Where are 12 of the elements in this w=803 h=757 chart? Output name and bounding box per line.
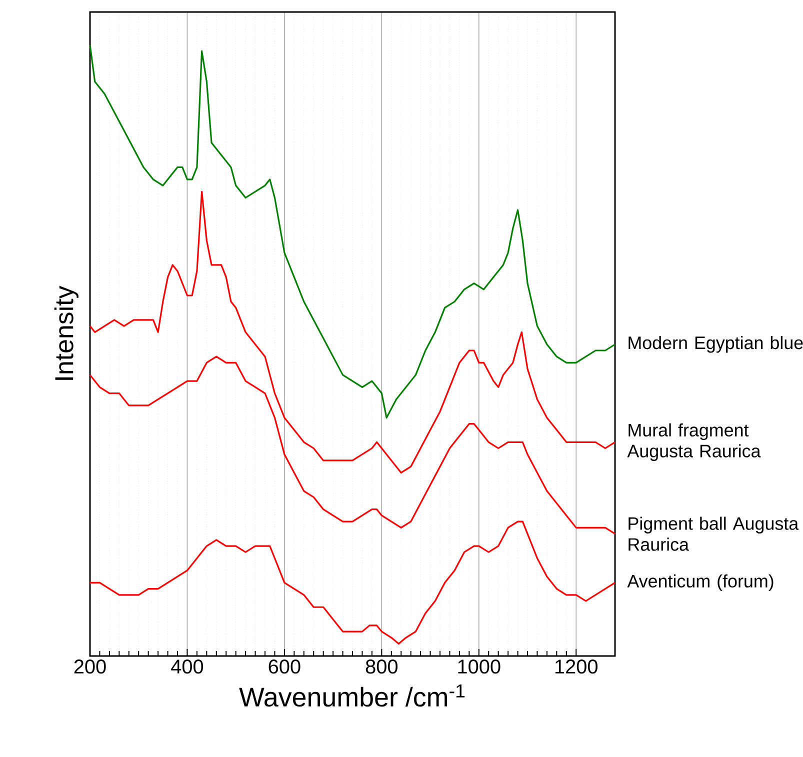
x-tick-label: 200 <box>74 660 106 674</box>
x-tick-label: 400 <box>171 660 204 674</box>
series-label: Aventicum (forum) <box>627 574 774 592</box>
series-label: Mural fragment Augusta Raurica <box>627 423 761 461</box>
series-label: Modern Egyptian blue <box>628 336 803 353</box>
x-axis-title: Wavenumber /cm$^{-1}$ <box>239 684 465 707</box>
x-tick-label: 800 <box>366 660 398 674</box>
x-tick-label: 1000 <box>458 660 500 674</box>
y-axis-title: Intensity <box>54 286 78 380</box>
series-label: Pigment ball Augusta Raurica <box>628 516 799 551</box>
x-tick-label: 1200 <box>555 660 598 674</box>
x-tick-label: 600 <box>268 660 300 674</box>
